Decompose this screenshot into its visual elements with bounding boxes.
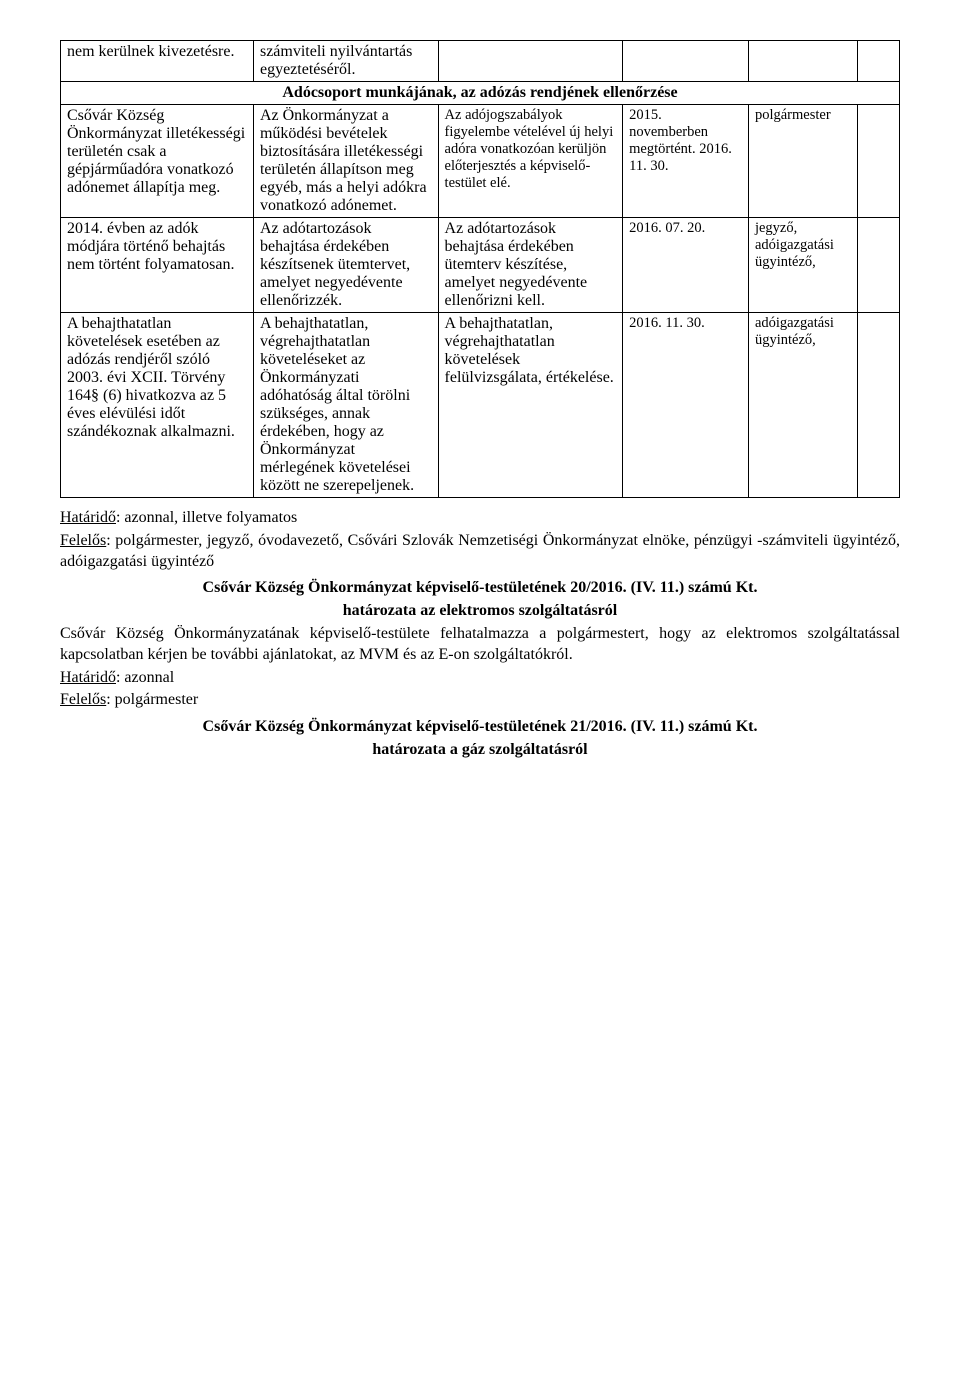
cell: 2016. 07. 20. bbox=[623, 218, 749, 313]
deadline-line: Határidő: azonnal, illetve folyamatos bbox=[60, 508, 900, 529]
cell: A behajthatatlan követelések esetében az… bbox=[61, 313, 254, 498]
deadline-label: Határidő bbox=[60, 669, 116, 686]
cell bbox=[858, 41, 900, 82]
resolution-body: Csővár Község Önkormányzatának képviselő… bbox=[60, 624, 900, 666]
responsible-label: Felelős bbox=[60, 532, 106, 549]
cell bbox=[438, 41, 623, 82]
resolution-21: Csővár Község Önkormányzat képviselő-tes… bbox=[60, 717, 900, 761]
responsible-line: Felelős: polgármester, jegyző, óvodaveze… bbox=[60, 531, 900, 573]
cell: Csővár Község Önkormányzat illetékességi… bbox=[61, 105, 254, 218]
responsible-label: Felelős bbox=[60, 691, 106, 708]
cell: Az Önkormányzat a működési bevételek biz… bbox=[253, 105, 438, 218]
table-row: Csővár Község Önkormányzat illetékességi… bbox=[61, 105, 900, 218]
cell: 2014. évben az adók módjára történő beha… bbox=[61, 218, 254, 313]
resolution-20: Csővár Község Önkormányzat képviselő-tes… bbox=[60, 578, 900, 711]
resolution-title-line1: Csővár Község Önkormányzat képviselő-tes… bbox=[60, 578, 900, 599]
table-row: nem kerülnek kivezetésre. számviteli nyi… bbox=[61, 41, 900, 82]
cell: jegyző, adóigazgatási ügyintéző, bbox=[748, 218, 857, 313]
cell bbox=[623, 41, 749, 82]
resolution-title-line1: Csővár Község Önkormányzat képviselő-tes… bbox=[60, 717, 900, 738]
responsible-line: Felelős: polgármester bbox=[60, 690, 900, 711]
cell: 2015. novemberben megtörtént. 2016. 11. … bbox=[623, 105, 749, 218]
cell: A behajthatatlan, végrehajthatatlan köve… bbox=[438, 313, 623, 498]
section-header: Adócsoport munkájának, az adózás rendjén… bbox=[61, 82, 900, 105]
cell: 2016. 11. 30. bbox=[623, 313, 749, 498]
responsible-text: : polgármester bbox=[106, 691, 198, 708]
cell: Az adótartozások behajtása érdekében üte… bbox=[438, 218, 623, 313]
deadline-line: Határidő: azonnal bbox=[60, 668, 900, 689]
cell: polgármester bbox=[748, 105, 857, 218]
resolution-title-line2: határozata az elektromos szolgáltatásról bbox=[60, 601, 900, 622]
main-table: nem kerülnek kivezetésre. számviteli nyi… bbox=[60, 40, 900, 498]
responsible-text: : polgármester, jegyző, óvodavezető, Cső… bbox=[60, 532, 900, 570]
cell: adóigazgatási ügyintéző, bbox=[748, 313, 857, 498]
deadline-text: : azonnal bbox=[116, 669, 174, 686]
resolution-title-line2: határozata a gáz szolgáltatásról bbox=[60, 740, 900, 761]
cell bbox=[858, 313, 900, 498]
table-row: A behajthatatlan követelések esetében az… bbox=[61, 313, 900, 498]
cell: számviteli nyilvántartás egyeztetéséről. bbox=[253, 41, 438, 82]
cell: nem kerülnek kivezetésre. bbox=[61, 41, 254, 82]
cell bbox=[748, 41, 857, 82]
table-row-header: Adócsoport munkájának, az adózás rendjén… bbox=[61, 82, 900, 105]
deadline-text: : azonnal, illetve folyamatos bbox=[116, 509, 297, 526]
cell: A behajthatatlan, végrehajthatatlan köve… bbox=[253, 313, 438, 498]
cell bbox=[858, 105, 900, 218]
cell bbox=[858, 218, 900, 313]
cell: Az adójogszabályok figyelembe vételével … bbox=[438, 105, 623, 218]
cell: Az adótartozások behajtása érdekében kés… bbox=[253, 218, 438, 313]
table-row: 2014. évben az adók módjára történő beha… bbox=[61, 218, 900, 313]
deadline-label: Határidő bbox=[60, 509, 116, 526]
